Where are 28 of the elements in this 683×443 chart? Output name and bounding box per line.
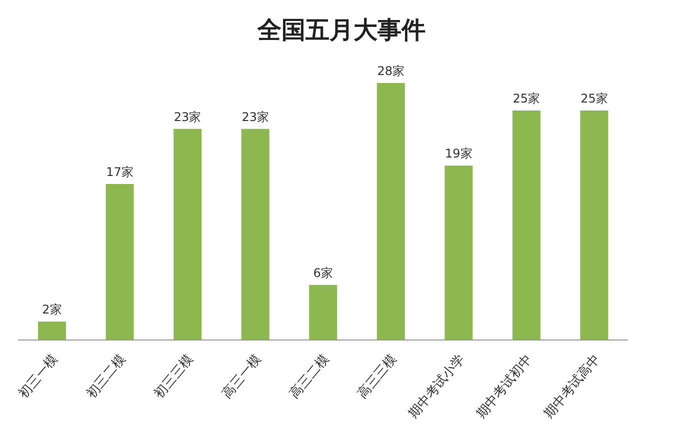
x-tick-label: 期中考试初中: [474, 352, 536, 422]
x-tick-label: 期中考试高中: [540, 351, 604, 422]
bar: [106, 184, 134, 340]
data-label: 23家: [242, 110, 269, 124]
bar: [376, 83, 405, 340]
data-label: 23家: [174, 110, 202, 124]
bar: [512, 110, 540, 340]
data-label: 25家: [580, 92, 608, 106]
x-tick-label: 高三一模: [218, 351, 264, 402]
data-label: 17家: [106, 164, 134, 179]
x-tick-label: 初三一模: [16, 352, 62, 402]
bar: [174, 128, 202, 340]
x-tick-label: 初三二模: [84, 352, 129, 402]
data-label: 19家: [445, 146, 472, 161]
bar: [241, 128, 270, 340]
bar: [309, 284, 338, 340]
data-label: 25家: [512, 92, 540, 106]
bar: [580, 110, 608, 340]
bar: [444, 166, 473, 340]
x-tick-label: 初三三模: [152, 352, 197, 402]
bar: [38, 322, 66, 340]
data-label: 6家: [313, 266, 333, 280]
data-label: 2家: [42, 302, 62, 317]
x-tick-label: 高三二模: [286, 351, 332, 402]
data-label: 28家: [377, 64, 405, 78]
x-tick-label: 高三三模: [354, 351, 400, 402]
x-tick-label: 期中考试小学: [406, 352, 468, 422]
chart-title: 全国五月大事件: [256, 15, 426, 46]
